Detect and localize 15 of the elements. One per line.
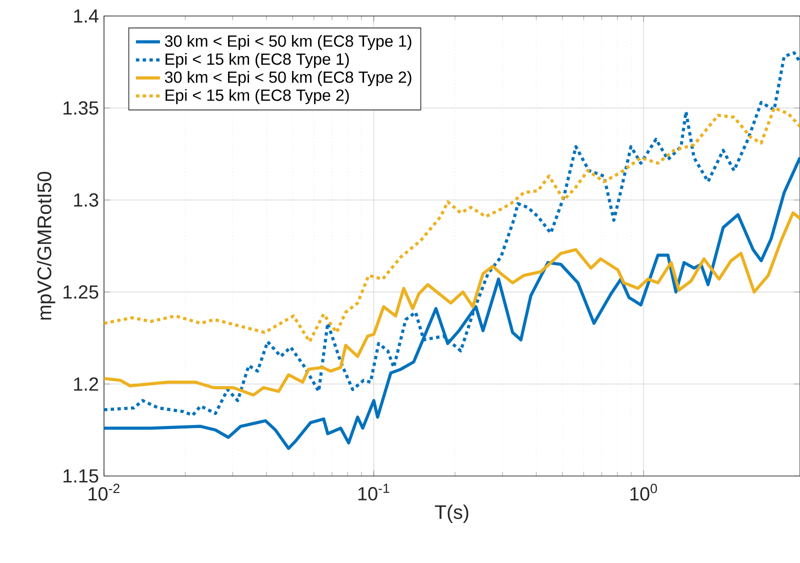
x-tick-label: 10$^{-1}$ — [358, 484, 390, 500]
y-tick-label: 1.2 — [74, 377, 98, 391]
x-tick-label: 10$^{0}$ — [630, 484, 657, 501]
y-tick-label: 1.15 — [64, 469, 98, 483]
y-axis-title: mpVC/GMRotI50 — [36, 172, 56, 320]
legend-label: 30 km < Epi < 50 km (EC8 Type 2) — [164, 71, 412, 86]
y-tick-label: 1.3 — [74, 193, 98, 207]
y-tick-label: 1.35 — [64, 101, 98, 115]
x-tick-label: 10$^{-2}$ — [88, 484, 120, 501]
legend-label: Epi < 15 km (EC8 Type 1) — [166, 52, 349, 68]
legend-label: Epi < 15 km (EC8 Type 2) — [166, 89, 349, 104]
y-tick-label: 1.4 — [74, 9, 98, 23]
x-axis-title: T(s) — [434, 504, 468, 523]
legend-label: 30 km < Epi < 50 km (EC8 Type 1) — [164, 34, 412, 50]
y-tick-label: 1.25 — [64, 285, 98, 299]
